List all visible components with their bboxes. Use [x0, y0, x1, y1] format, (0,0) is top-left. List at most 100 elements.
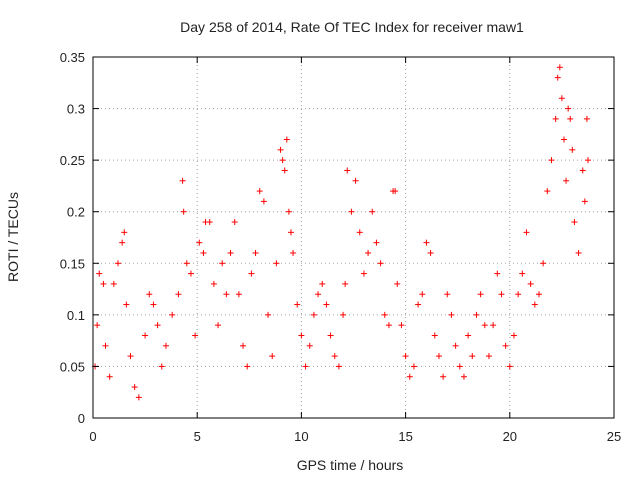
data-point [392, 188, 399, 195]
data-point [554, 74, 561, 81]
x-tick-label: 10 [294, 429, 308, 444]
data-point [100, 280, 107, 287]
data-point [444, 291, 451, 298]
data-point [535, 291, 542, 298]
data-point [162, 342, 169, 349]
data-point [340, 311, 347, 318]
x-tick-label: 0 [89, 429, 96, 444]
y-tick-label: 0.25 [60, 153, 85, 168]
data-point [415, 301, 422, 308]
data-point [135, 394, 142, 401]
data-point [431, 332, 438, 339]
data-point [452, 342, 459, 349]
data-point [523, 229, 530, 236]
data-point [252, 249, 259, 256]
data-point [294, 301, 301, 308]
data-point [558, 95, 565, 102]
data-point [552, 115, 559, 122]
data-point [398, 322, 405, 329]
data-point [281, 167, 288, 174]
data-point [519, 270, 526, 277]
y-tick-label: 0.15 [60, 256, 85, 271]
data-point [527, 280, 534, 287]
y-tick-label: 0.3 [67, 102, 85, 117]
data-point [277, 146, 284, 153]
x-tick-label: 15 [398, 429, 412, 444]
data-point [187, 270, 194, 277]
data-point [142, 332, 149, 339]
data-point [565, 105, 572, 112]
data-point [210, 280, 217, 287]
data-point [365, 249, 372, 256]
data-point [315, 291, 322, 298]
data-point [119, 239, 126, 246]
data-point [344, 167, 351, 174]
data-point [485, 353, 492, 360]
data-point [540, 260, 547, 267]
data-point [123, 301, 130, 308]
data-point [377, 260, 384, 267]
data-point [94, 322, 101, 329]
grid-lines [93, 57, 614, 418]
data-point [183, 260, 190, 267]
data-point [448, 311, 455, 318]
data-point [356, 229, 363, 236]
data-point [427, 249, 434, 256]
data-point [244, 363, 251, 370]
y-tick-label: 0.2 [67, 205, 85, 220]
x-tick-label: 20 [503, 429, 517, 444]
data-point [331, 353, 338, 360]
data-point [510, 332, 517, 339]
data-point [279, 157, 286, 164]
data-point [285, 208, 292, 215]
data-point [306, 342, 313, 349]
data-point [223, 291, 230, 298]
data-point [327, 332, 334, 339]
data-point [106, 373, 113, 380]
data-point [319, 280, 326, 287]
data-point [481, 322, 488, 329]
data-points [92, 64, 591, 401]
data-point [248, 270, 255, 277]
data-point [146, 291, 153, 298]
data-point [154, 322, 161, 329]
data-point [260, 198, 267, 205]
data-point [110, 280, 117, 287]
data-point [583, 115, 590, 122]
data-point [548, 157, 555, 164]
data-point [456, 363, 463, 370]
data-point [335, 363, 342, 370]
data-point [402, 353, 409, 360]
data-point [348, 208, 355, 215]
data-point [302, 363, 309, 370]
data-point [121, 229, 128, 236]
data-point [287, 229, 294, 236]
data-point [169, 311, 176, 318]
data-point [584, 157, 591, 164]
data-point [310, 311, 317, 318]
data-point [131, 384, 138, 391]
data-point [490, 322, 497, 329]
data-point [240, 342, 247, 349]
y-tick-label: 0 [78, 411, 85, 426]
y-tick-label: 0.05 [60, 359, 85, 374]
data-point [469, 353, 476, 360]
plot-frame [92, 56, 615, 419]
data-point [96, 270, 103, 277]
data-point [192, 332, 199, 339]
data-point [423, 239, 430, 246]
data-point [175, 291, 182, 298]
data-point [283, 136, 290, 143]
data-point [381, 311, 388, 318]
data-point [515, 291, 522, 298]
y-axis-label: ROTI / TECUs [5, 192, 21, 282]
data-point [579, 167, 586, 174]
data-point [200, 249, 207, 256]
data-point [569, 146, 576, 153]
data-point [556, 64, 563, 71]
data-point [206, 219, 213, 226]
data-point [477, 291, 484, 298]
data-point [563, 177, 570, 184]
data-point [298, 332, 305, 339]
